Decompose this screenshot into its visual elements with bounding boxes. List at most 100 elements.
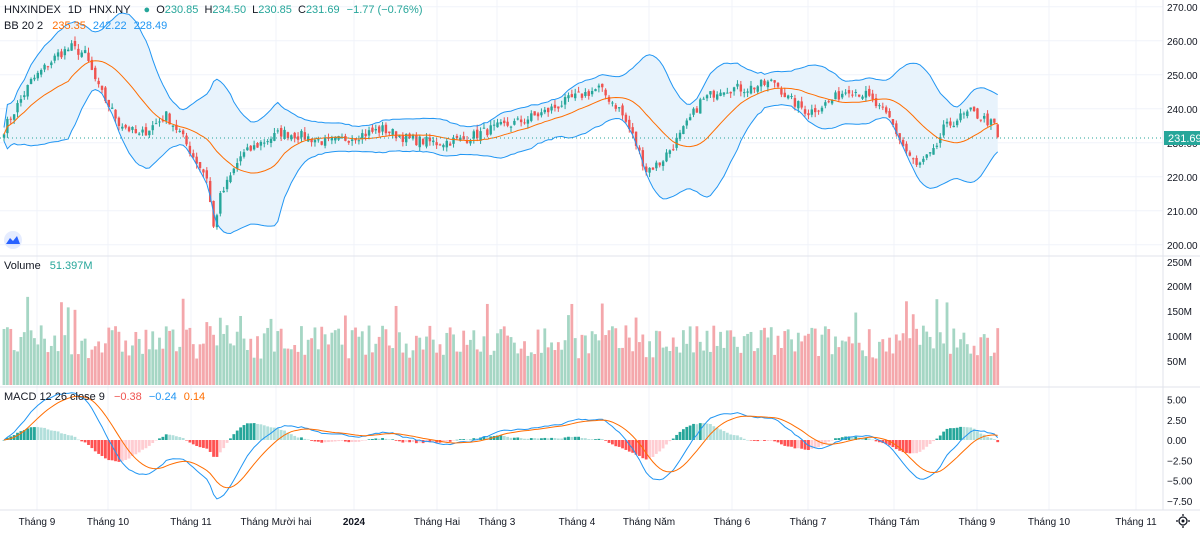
volume-bar[interactable] [817,355,820,385]
macd-histogram-bar[interactable] [992,439,996,440]
volume-bar[interactable] [594,334,597,385]
candle-body[interactable] [817,110,820,112]
macd-histogram-bar[interactable] [73,436,77,440]
volume-bar[interactable] [212,334,215,385]
volume-bar[interactable] [357,336,361,385]
candle-body[interactable] [617,107,621,109]
volume-bar[interactable] [408,357,411,385]
macd-histogram-bar[interactable] [36,427,40,440]
macd-histogram-bar[interactable] [823,440,827,444]
macd-histogram-bar[interactable] [411,440,415,442]
candle-body[interactable] [266,141,269,143]
volume-bar[interactable] [921,325,925,385]
candle-body[interactable] [256,142,259,148]
macd-histogram-bar[interactable] [702,423,706,440]
volume-bar[interactable] [864,356,868,385]
macd-histogram-bar[interactable] [327,440,330,443]
candle-body[interactable] [732,87,736,92]
macd-histogram-bar[interactable] [350,440,354,442]
volume-bar[interactable] [438,344,442,385]
macd-histogram-bar[interactable] [962,426,966,440]
candle-body[interactable] [658,162,661,166]
candle-body[interactable] [972,106,976,111]
candle-body[interactable] [192,153,195,158]
candle-body[interactable] [492,124,496,126]
candle-body[interactable] [675,137,678,148]
candle-body[interactable] [516,118,519,120]
macd-histogram-bar[interactable] [884,440,888,445]
candle-body[interactable] [377,126,381,133]
candle-body[interactable] [688,117,692,121]
volume-bar[interactable] [570,303,574,385]
macd-histogram-bar[interactable] [5,437,9,440]
macd-histogram-bar[interactable] [19,431,23,440]
volume-bar[interactable] [705,330,709,385]
candle-body[interactable] [80,52,83,57]
volume-bar[interactable] [43,338,46,385]
candle-body[interactable] [171,125,175,127]
volume-bar[interactable] [668,350,672,385]
macd-histogram-bar[interactable] [404,440,408,443]
volume-bar[interactable] [320,326,324,385]
candle-body[interactable] [401,134,405,142]
macd-histogram-bar[interactable] [935,438,939,440]
candle-body[interactable] [976,108,979,119]
volume-bar[interactable] [367,325,371,385]
candle-body[interactable] [570,94,574,98]
candle-body[interactable] [347,141,350,143]
macd-histogram-bar[interactable] [181,437,185,440]
macd-histogram-bar[interactable] [367,439,371,440]
candle-body[interactable] [50,62,53,66]
candle-body[interactable] [874,98,878,107]
candle-body[interactable] [580,93,584,98]
macd-histogram-bar[interactable] [607,440,611,443]
macd-histogram-bar[interactable] [168,434,172,440]
volume-bar[interactable] [188,327,192,385]
candle-body[interactable] [384,124,388,134]
macd-histogram-bar[interactable] [364,440,368,441]
macd-histogram-bar[interactable] [533,438,537,440]
candle-body[interactable] [844,92,847,94]
volume-bar[interactable] [709,351,712,385]
candle-body[interactable] [503,120,506,124]
macd-histogram-bar[interactable] [178,437,182,440]
candle-body[interactable] [935,145,939,147]
macd-histogram-bar[interactable] [830,440,834,441]
candle-body[interactable] [979,119,983,121]
macd-histogram-bar[interactable] [709,424,712,440]
macd-histogram-bar[interactable] [638,440,641,456]
macd-histogram-bar[interactable] [124,440,128,460]
volume-bar[interactable] [137,338,141,385]
volume-bar[interactable] [698,341,702,385]
candle-body[interactable] [540,112,543,116]
macd-histogram-bar[interactable] [594,439,597,440]
candle-body[interactable] [141,129,144,133]
candle-body[interactable] [438,144,442,146]
candle-body[interactable] [60,51,63,58]
candle-body[interactable] [861,96,864,99]
macd-histogram-bar[interactable] [976,431,979,440]
macd-histogram-bar[interactable] [817,440,820,448]
volume-bar[interactable] [540,352,543,385]
macd-histogram-bar[interactable] [982,434,986,440]
candle-body[interactable] [239,156,242,162]
macd-histogram-bar[interactable] [387,439,391,440]
candle-body[interactable] [614,105,617,109]
candle-body[interactable] [912,158,915,160]
volume-bar[interactable] [279,328,283,385]
candle-body[interactable] [273,132,276,141]
candle-body[interactable] [574,93,577,99]
volume-bar[interactable] [867,329,871,385]
candle-body[interactable] [448,143,452,146]
volume-bar[interactable] [651,357,655,385]
candle-body[interactable] [104,87,107,102]
macd-histogram-bar[interactable] [418,440,422,443]
volume-bar[interactable] [567,315,570,385]
macd-histogram-bar[interactable] [63,433,67,440]
volume-bar[interactable] [442,354,445,385]
volume-bar[interactable] [306,339,310,385]
volume-bar[interactable] [810,327,814,385]
candle-body[interactable] [793,98,797,107]
volume-bar[interactable] [780,347,783,385]
macd-histogram-bar[interactable] [377,438,381,440]
